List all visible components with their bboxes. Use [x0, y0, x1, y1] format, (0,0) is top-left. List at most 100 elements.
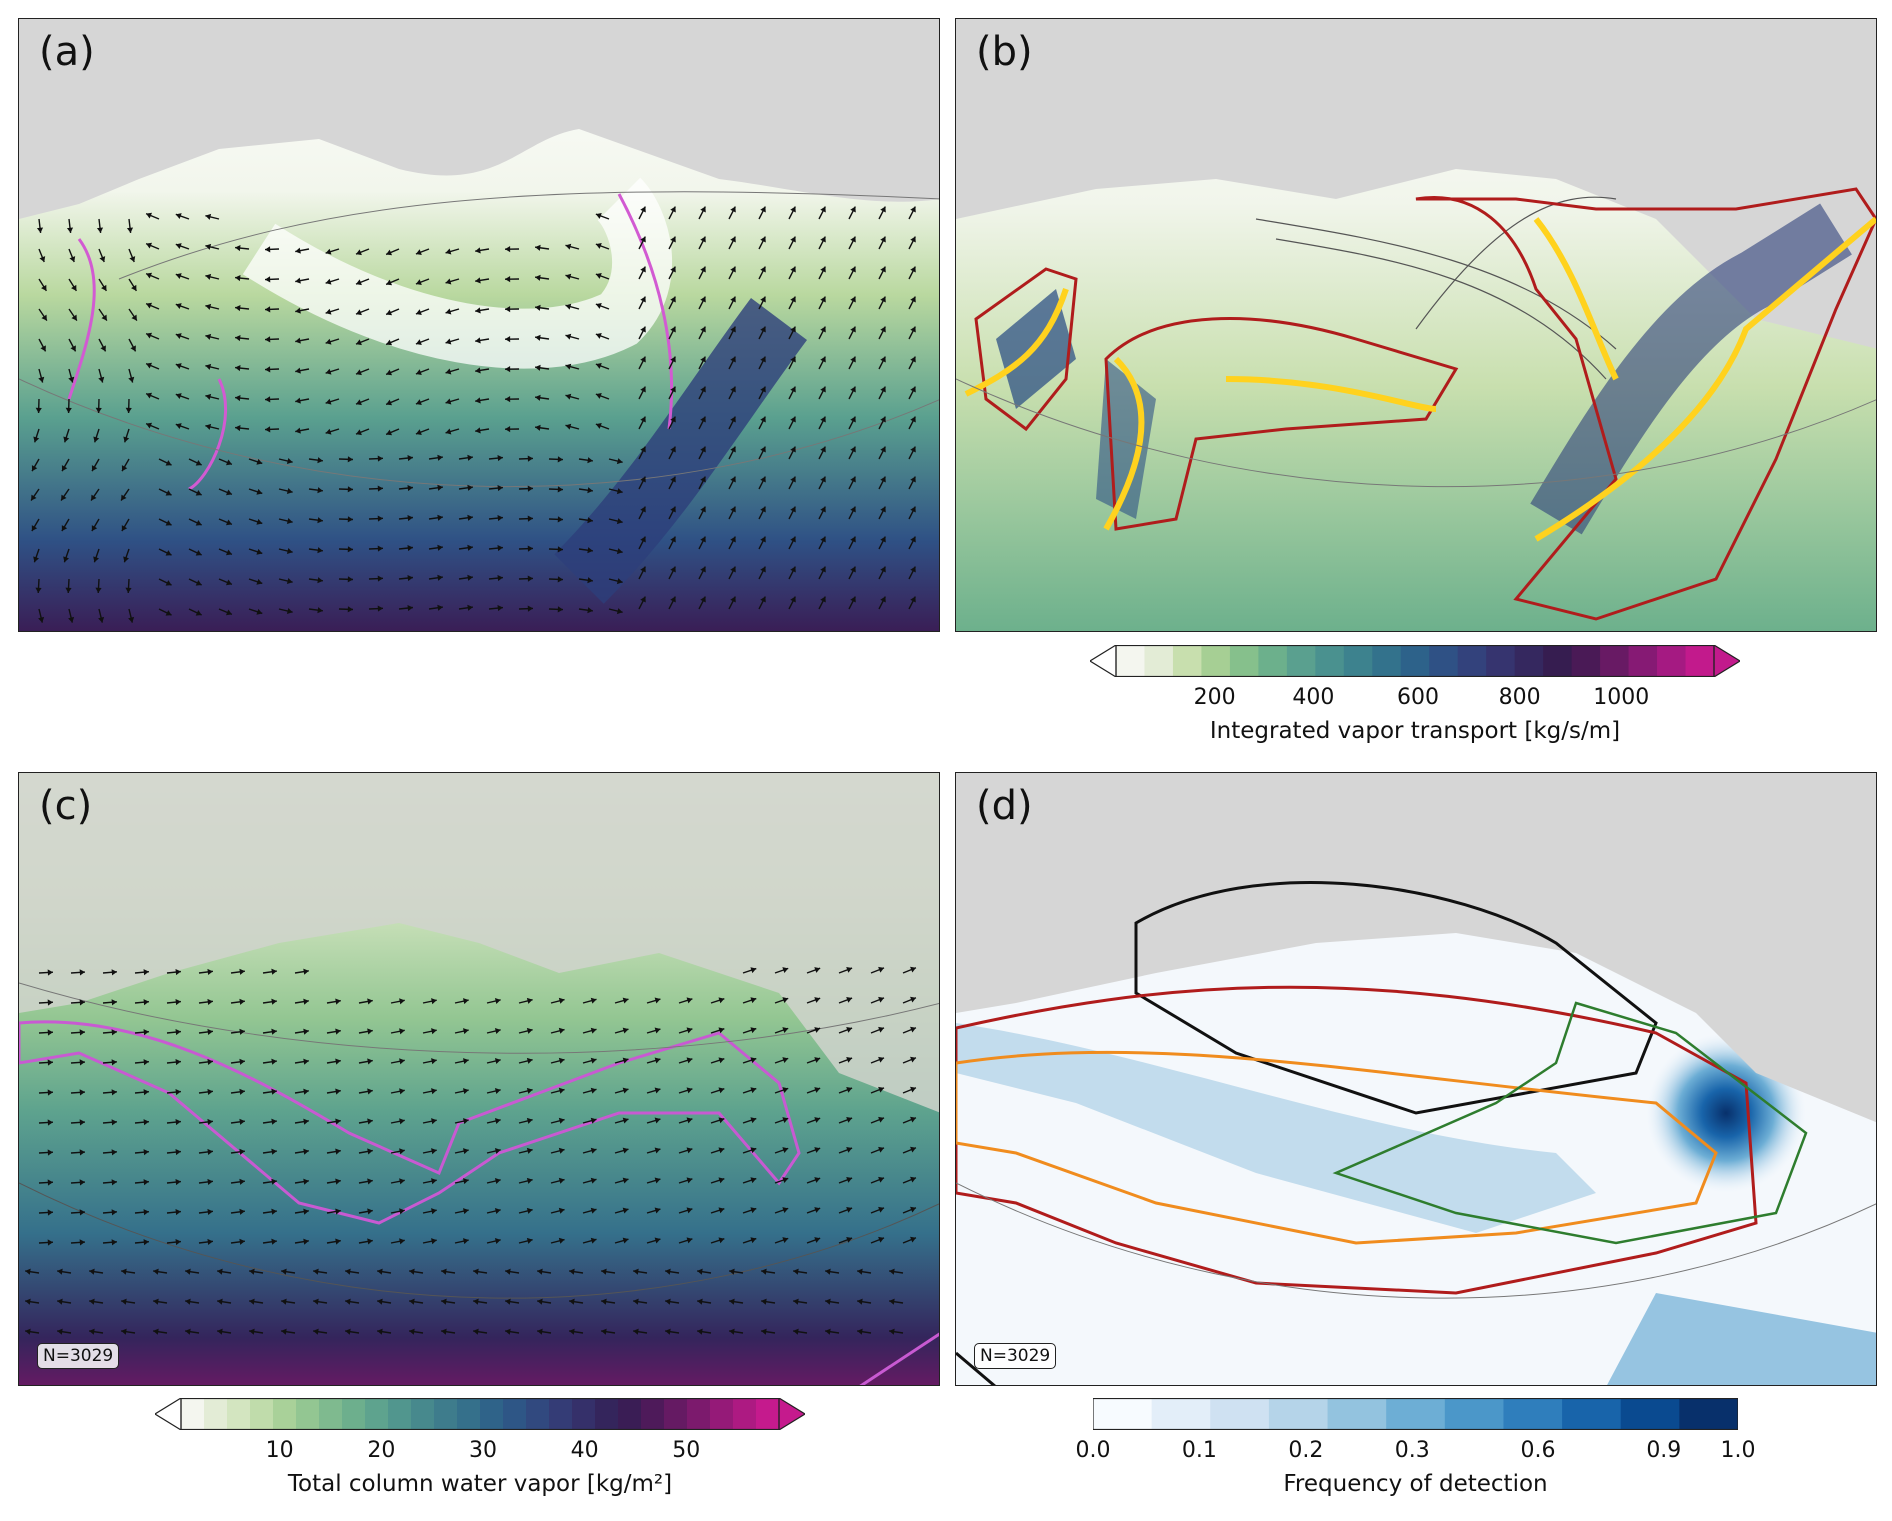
- colorbar-tcwv-ticks: 10 20 30 40 50: [155, 1438, 805, 1468]
- colorbar-swatch: [618, 1398, 642, 1430]
- panel-b-ar-detection: (b): [955, 18, 1877, 632]
- colorbar-tick-label: 0.3: [1395, 1438, 1430, 1463]
- colorbar-swatch: [1679, 1398, 1738, 1430]
- colorbar-swatch: [1429, 645, 1458, 677]
- colorbar-swatch: [1315, 645, 1344, 677]
- colorbar-swatch: [572, 1398, 596, 1430]
- colorbar-tick-label: 600: [1397, 685, 1439, 710]
- colorbar-extend-min: [155, 1398, 181, 1430]
- colorbar-tick-label: 30: [469, 1438, 497, 1463]
- colorbar-tick-label: 1000: [1593, 685, 1649, 710]
- colorbar-swatch: [1173, 645, 1202, 677]
- colorbar-tick-label: 0.6: [1521, 1438, 1556, 1463]
- panel-d-frequency: (d) N=3029: [955, 772, 1877, 1386]
- colorbar-swatch: [365, 1398, 389, 1430]
- colorbar-swatch: [595, 1398, 619, 1430]
- colorbar-swatch: [687, 1398, 711, 1430]
- panel-c-label: (c): [39, 783, 92, 829]
- colorbar-swatch: [434, 1398, 458, 1430]
- colorbar-swatch: [411, 1398, 435, 1430]
- colorbar-tick-label: 200: [1194, 685, 1236, 710]
- sample-count-badge: N=3029: [37, 1343, 119, 1369]
- colorbar-swatch: [296, 1398, 320, 1430]
- panel-a-label: (a): [39, 29, 95, 75]
- colorbar-frequency-title: Frequency of detection: [1093, 1471, 1738, 1497]
- colorbar-tick-label: 40: [571, 1438, 599, 1463]
- colorbar-tick-label: 50: [672, 1438, 700, 1463]
- colorbar-tick-label: 0.1: [1182, 1438, 1217, 1463]
- colorbar-extend-max: [1714, 645, 1740, 677]
- colorbar-ivt-ticks: 200 400 600 800 1000: [1090, 685, 1740, 715]
- colorbar-tick-label: 0.2: [1288, 1438, 1323, 1463]
- colorbar-tick-label: 0.0: [1076, 1438, 1111, 1463]
- colorbar-swatch: [1445, 1398, 1504, 1430]
- map-c: [19, 773, 940, 1386]
- colorbar-swatch: [641, 1398, 665, 1430]
- map-b: [956, 19, 1877, 632]
- colorbar-swatch: [1503, 1398, 1562, 1430]
- colorbar-swatch: [1686, 645, 1715, 677]
- panel-a-ivt-vectors: (a): [18, 18, 940, 632]
- colorbar-swatch: [273, 1398, 297, 1430]
- colorbar-swatch: [204, 1398, 228, 1430]
- sample-count-badge: N=3029: [974, 1343, 1056, 1369]
- colorbar-swatch: [250, 1398, 274, 1430]
- colorbar-swatch: [1269, 1398, 1328, 1430]
- colorbar-ivt-title: Integrated vapor transport [kg/s/m]: [1090, 718, 1740, 744]
- colorbar-swatch: [1230, 645, 1259, 677]
- colorbar-frequency: 0.0 0.1 0.2 0.3 0.6 0.9 1.0 Frequency of detec…: [1093, 1398, 1738, 1508]
- colorbar-swatch: [1629, 645, 1658, 677]
- colorbar-swatch: [526, 1398, 550, 1430]
- colorbar-swatch: [480, 1398, 504, 1430]
- colorbar-ivt: 200 400 600 800 1000 Integrated vapor transp…: [1090, 645, 1740, 755]
- colorbar-swatch: [549, 1398, 573, 1430]
- colorbar-swatch: [1600, 645, 1629, 677]
- colorbar-extend-max: [779, 1398, 805, 1430]
- colorbar-frequency-scale: [1093, 1398, 1738, 1430]
- colorbar-swatch: [1328, 1398, 1387, 1430]
- colorbar-swatch: [503, 1398, 527, 1430]
- colorbar-tick-label: 400: [1292, 685, 1334, 710]
- colorbar-tcwv-title: Total column water vapor [kg/m²]: [155, 1471, 805, 1497]
- colorbar-swatch: [1657, 645, 1686, 677]
- colorbar-swatch: [1486, 645, 1515, 677]
- colorbar-swatch: [1344, 645, 1373, 677]
- colorbar-swatch: [664, 1398, 688, 1430]
- colorbar-swatch: [227, 1398, 251, 1430]
- colorbar-swatch: [1093, 1398, 1152, 1430]
- colorbar-swatch: [1201, 645, 1230, 677]
- colorbar-swatch: [1152, 1398, 1211, 1430]
- colorbar-swatch: [1386, 1398, 1445, 1430]
- colorbar-swatch: [1144, 645, 1173, 677]
- colorbar-swatch: [1515, 645, 1544, 677]
- colorbar-swatch: [319, 1398, 343, 1430]
- colorbar-ivt-scale: [1090, 645, 1740, 677]
- colorbar-swatch: [1116, 645, 1145, 677]
- colorbar-tick-label: 20: [367, 1438, 395, 1463]
- panel-b-label: (b): [976, 29, 1033, 75]
- colorbar-swatch: [1258, 645, 1287, 677]
- colorbar-swatch: [733, 1398, 757, 1430]
- map-d: [956, 773, 1877, 1386]
- panel-d-label: (d): [976, 783, 1033, 829]
- colorbar-swatch: [1543, 645, 1572, 677]
- colorbar-tick-label: 10: [266, 1438, 294, 1463]
- colorbar-swatch: [1562, 1398, 1621, 1430]
- panel-c-tcwv-composite: (c) N=3029: [18, 772, 940, 1386]
- colorbar-swatch: [1401, 645, 1430, 677]
- colorbar-swatch: [756, 1398, 780, 1430]
- colorbar-swatch: [342, 1398, 366, 1430]
- colorbar-swatch: [457, 1398, 481, 1430]
- colorbar-swatch: [388, 1398, 412, 1430]
- colorbar-swatch: [1621, 1398, 1680, 1430]
- colorbar-tcwv: 10 20 30 40 50 Total column water vapor [kg/…: [155, 1398, 805, 1508]
- colorbar-tick-label: 800: [1499, 685, 1541, 710]
- colorbar-tick-label: 0.9: [1646, 1438, 1681, 1463]
- colorbar-swatch: [1458, 645, 1487, 677]
- colorbar-swatch: [1287, 645, 1316, 677]
- colorbar-frequency-ticks: 0.0 0.1 0.2 0.3 0.6 0.9 1.0: [1093, 1438, 1738, 1468]
- colorbar-extend-min: [1090, 645, 1116, 677]
- colorbar-tick-label: 1.0: [1721, 1438, 1756, 1463]
- colorbar-swatch: [710, 1398, 734, 1430]
- colorbar-swatch: [1372, 645, 1401, 677]
